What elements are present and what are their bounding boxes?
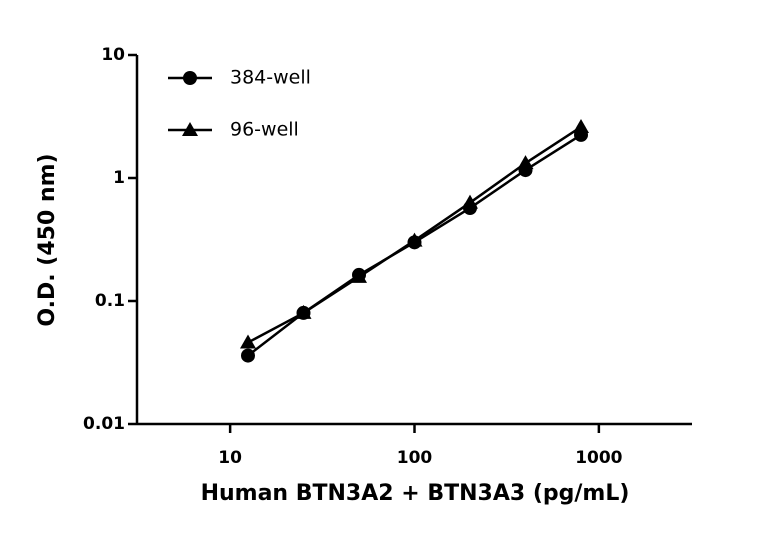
marker bbox=[517, 155, 534, 170]
x-tick-label: 1000 bbox=[575, 448, 622, 468]
marker bbox=[183, 71, 197, 85]
x-tick-label: 100 bbox=[397, 448, 433, 468]
y-tick-label: 10 bbox=[101, 45, 125, 65]
legend-label: 384-well bbox=[230, 67, 311, 89]
x-tick-label: 10 bbox=[218, 448, 242, 468]
legend-label: 96-well bbox=[230, 119, 299, 141]
y-tick-label: 1 bbox=[113, 168, 125, 188]
marker bbox=[573, 118, 589, 133]
y-tick-label: 0.01 bbox=[83, 414, 125, 434]
marker bbox=[182, 122, 198, 136]
marker bbox=[406, 232, 423, 247]
marker bbox=[462, 194, 478, 209]
marker bbox=[240, 334, 256, 349]
marker bbox=[351, 268, 367, 283]
x-axis-label: Human BTN3A2 + BTN3A3 (pg/mL) bbox=[201, 481, 630, 506]
y-tick-label: 0.1 bbox=[95, 291, 125, 311]
marker bbox=[241, 348, 255, 363]
y-axis-label: O.D. (450 nm) bbox=[35, 153, 60, 326]
marker bbox=[295, 304, 312, 319]
